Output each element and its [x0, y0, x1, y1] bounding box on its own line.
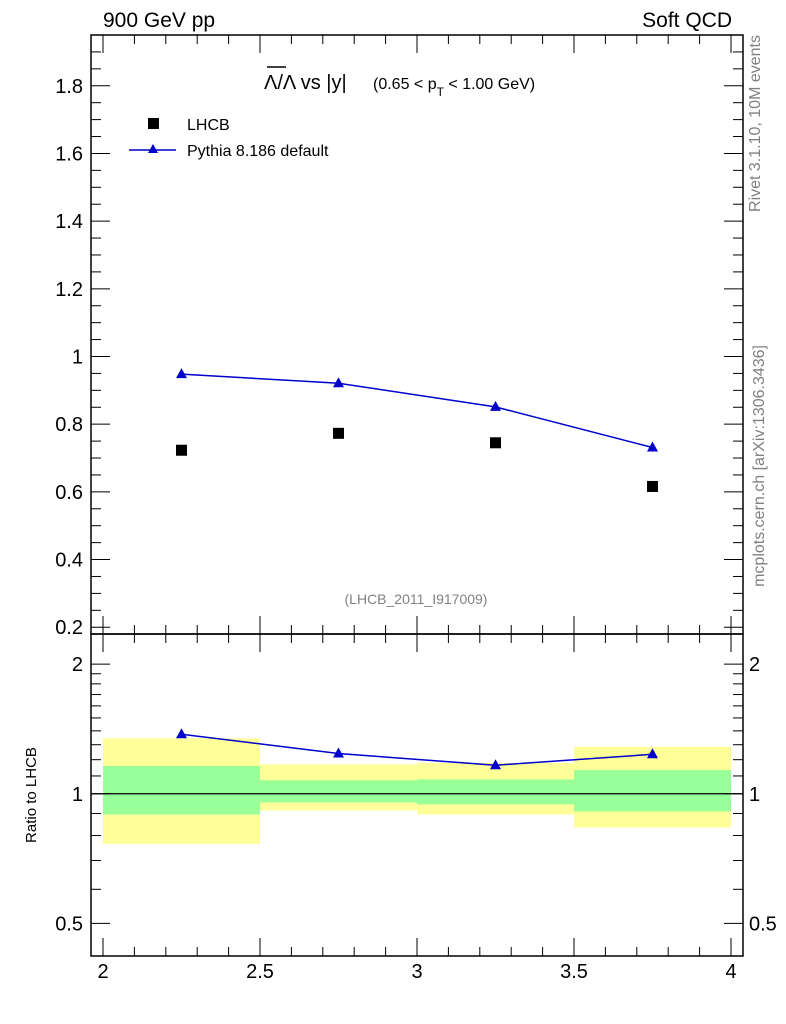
pythia-point — [490, 400, 501, 411]
ratio-series-layer — [176, 728, 658, 770]
ratio-bands-layer — [103, 738, 731, 844]
x-tick-label: 3.5 — [560, 961, 588, 983]
source-label: mcplots.cern.ch [arXiv:1306.3436] — [751, 345, 768, 587]
x-tick-label: 2.5 — [246, 961, 274, 983]
main-y-tick-label: 0.6 — [55, 482, 83, 504]
ratio-panel-frame — [90, 633, 744, 957]
title-cut-suffix: < 1.00 GeV) — [444, 76, 535, 93]
ratio-y-tick-label-left: 0.5 — [55, 913, 83, 935]
ratio-band-green — [574, 770, 731, 812]
main-y-tick-label: 1.6 — [55, 143, 83, 165]
main-series-layer — [176, 368, 658, 492]
ratio-pythia-point — [647, 748, 658, 759]
ratio-band-green — [260, 780, 417, 803]
ratio-y-tick-label-left: 1 — [72, 784, 83, 806]
rivet-version-label: Rivet 3.1.10, 10M events — [747, 35, 764, 212]
lhcb-data-point — [490, 437, 501, 449]
main-y-tick-label: 1.4 — [55, 211, 83, 233]
main-y-tick-label: 1.2 — [55, 279, 83, 301]
pythia-point — [176, 368, 187, 379]
ratio-pythia-point — [490, 759, 501, 770]
legend-lhcb-marker — [148, 118, 159, 129]
ratio-y-tick-label-left: 2 — [72, 654, 83, 676]
ratio-pythia-point — [176, 728, 187, 739]
header-left-label: 900 GeV pp — [103, 9, 215, 32]
title-cut-prefix-text: (0.65 < p — [373, 76, 437, 93]
analysis-id-label: (LHCB_2011_I917009) — [345, 591, 488, 607]
main-y-tick-label: 1 — [72, 346, 83, 368]
main-y-tick-label: 1.8 — [55, 76, 83, 98]
x-tick-label: 3 — [411, 961, 422, 983]
x-tick-label: 4 — [725, 961, 736, 983]
lhcb-data-point — [176, 444, 187, 456]
main-title: Λ/Λ vs |y| — [264, 72, 347, 94]
lhcb-data-point — [647, 480, 658, 492]
ratio-band-green — [103, 766, 260, 815]
x-tick-label: 2 — [97, 961, 108, 983]
legend-pythia-marker — [148, 144, 158, 153]
title-cut-prefix: (0.65 < pT < 1.00 GeV) — [373, 76, 535, 99]
pythia-line — [181, 373, 653, 449]
lhcb-data-point — [333, 427, 344, 439]
ratio-y-axis-label: Ratio to LHCB — [23, 747, 40, 843]
pythia-point — [647, 441, 658, 452]
legend-pythia-label: Pythia 8.186 default — [187, 143, 329, 160]
ratio-pythia-point — [333, 747, 344, 758]
pythia-point — [333, 377, 344, 388]
legend-lhcb-label: LHCB — [187, 117, 230, 134]
ratio-y-tick-label-right: 2 — [749, 654, 760, 676]
title-cut-sub: T — [437, 85, 445, 99]
ratio-y-tick-label-right: 0.5 — [749, 913, 777, 935]
main-y-tick-label: 0.8 — [55, 414, 83, 436]
ratio-band-green — [417, 779, 574, 805]
header-right-label: Soft QCD — [642, 9, 732, 32]
main-y-tick-label: 0.2 — [55, 617, 83, 639]
ratio-y-tick-label-right: 1 — [749, 784, 760, 806]
ratio-pythia-line — [181, 733, 653, 766]
main-y-tick-label: 0.4 — [55, 550, 83, 572]
